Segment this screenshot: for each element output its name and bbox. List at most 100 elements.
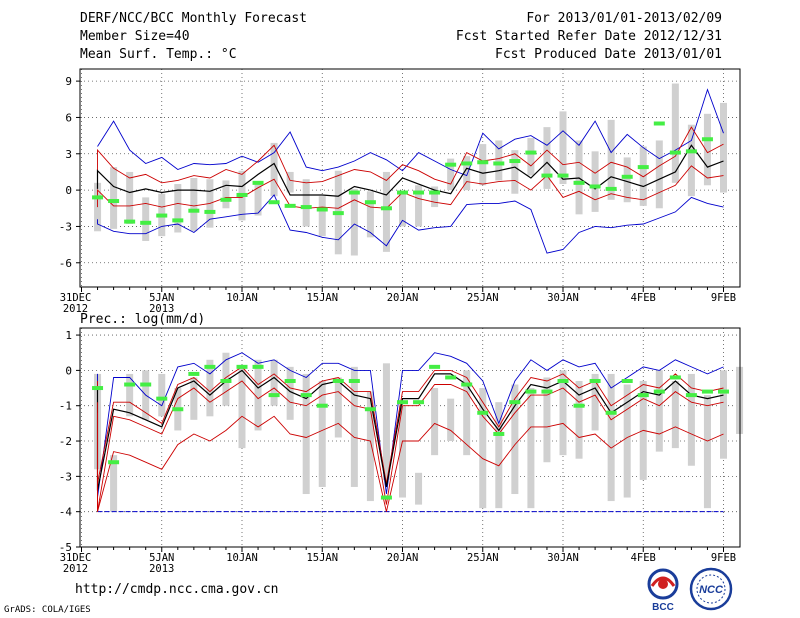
observed-mark <box>172 407 184 412</box>
spread-bar <box>302 179 310 227</box>
observed-mark <box>380 495 392 500</box>
observed-mark <box>204 364 216 369</box>
observed-mark <box>332 211 344 216</box>
spread-bar <box>110 167 118 229</box>
observed-mark <box>188 208 200 213</box>
spread-bar <box>720 370 727 459</box>
observed-mark <box>364 200 376 205</box>
x-tick-label: 30JAN <box>547 552 579 564</box>
x-tick-label: 2013 <box>149 563 174 575</box>
spread-bar <box>591 373 599 431</box>
y-tick-label: 1 <box>65 329 72 342</box>
x-tick-label: 2013 <box>149 303 174 315</box>
spread-bar <box>671 83 679 183</box>
forecast-period: For 2013/01/01-2013/02/09 <box>526 11 722 26</box>
y-tick-label: -3 <box>59 220 72 233</box>
spread-bar <box>623 157 631 203</box>
observed-mark <box>348 378 360 383</box>
spread-bar <box>527 138 535 176</box>
observed-mark <box>525 389 537 394</box>
spread-bar <box>479 144 487 186</box>
spread-bar <box>270 359 278 406</box>
source-url[interactable]: http://cmdp.ncc.cma.gov.cn <box>75 582 279 597</box>
observed-mark <box>188 371 200 376</box>
observed-mark <box>252 364 264 369</box>
y-tick-label: 6 <box>65 111 72 124</box>
spread-bar <box>511 150 519 194</box>
observed-mark <box>236 364 248 369</box>
y-tick-label: -4 <box>59 506 73 519</box>
y-tick-label: -5 <box>59 541 72 554</box>
observed-mark <box>493 431 505 436</box>
x-tick-label: 15JAN <box>306 292 338 304</box>
x-tick-label: 4FEB <box>631 552 656 564</box>
bcc-logo-text: BCC <box>652 602 674 612</box>
spread-bar <box>655 140 663 209</box>
observed-mark <box>316 403 328 408</box>
observed-mark <box>685 393 697 398</box>
x-tick-label: 25JAN <box>467 552 499 564</box>
series-max-line <box>97 352 724 498</box>
spread-bar <box>190 377 198 420</box>
spread-bar <box>720 102 727 193</box>
chart-title: DERF/NCC/BCC Monthly Forecast <box>80 11 307 26</box>
observed-mark <box>124 382 136 387</box>
spread-bar <box>607 119 615 200</box>
observed-mark <box>156 213 168 218</box>
spread-bar <box>511 384 519 495</box>
y-tick-label: -6 <box>59 257 72 270</box>
spread-bar <box>142 197 150 241</box>
spread-bar <box>591 151 599 212</box>
observed-mark <box>252 180 264 185</box>
spread-bar <box>318 196 326 237</box>
observed-mark <box>445 162 457 167</box>
bcc-logo: BCC <box>647 568 679 612</box>
observed-mark <box>669 375 681 380</box>
observed-mark <box>493 161 505 166</box>
spread-bar <box>431 186 439 208</box>
observed-mark <box>573 180 585 185</box>
observed-mark <box>429 190 441 195</box>
grads-credit: GrADS: COLA/IGES <box>4 605 91 615</box>
series-upper-line <box>97 366 724 484</box>
observed-mark <box>316 207 328 212</box>
observed-mark <box>156 396 168 401</box>
ncc-logo: NCC <box>689 567 733 611</box>
y-tick-label: -1 <box>59 400 72 413</box>
x-tick-label: 10JAN <box>226 552 258 564</box>
observed-mark <box>268 200 280 205</box>
spread-bar <box>270 142 278 197</box>
observed-mark <box>589 184 601 189</box>
observed-mark <box>525 150 537 155</box>
spread-bar <box>254 359 262 431</box>
observed-mark <box>108 460 120 465</box>
spread-bar <box>559 370 567 456</box>
spread-bar <box>334 377 342 438</box>
observed-mark <box>557 378 569 383</box>
observed-mark <box>397 400 408 405</box>
spread-bar <box>254 182 262 216</box>
x-tick-label: 4FEB <box>631 292 656 304</box>
spread-bar <box>495 402 503 509</box>
series-max-line <box>97 88 724 177</box>
x-tick-label: 25JAN <box>467 292 499 304</box>
observed-mark <box>461 382 473 387</box>
observed-mark <box>284 203 296 208</box>
observed-mark <box>413 190 425 195</box>
spread-bar <box>190 178 198 232</box>
observed-mark <box>509 400 521 405</box>
spread-bar <box>158 373 166 417</box>
forecast-produced-date: Fcst Produced Date 2013/01/01 <box>495 47 722 62</box>
observed-mark <box>268 393 280 398</box>
observed-mark <box>445 375 457 380</box>
variable-label: Mean Surf. Temp.: °C <box>80 47 237 62</box>
spread-bar <box>318 380 326 487</box>
spread-bar <box>575 140 583 215</box>
x-tick-label: 20JAN <box>387 292 419 304</box>
spread-bar <box>286 366 294 420</box>
x-tick-label: 2012 <box>63 303 88 315</box>
series-mean-line <box>96 369 724 491</box>
observed-mark <box>669 150 681 155</box>
